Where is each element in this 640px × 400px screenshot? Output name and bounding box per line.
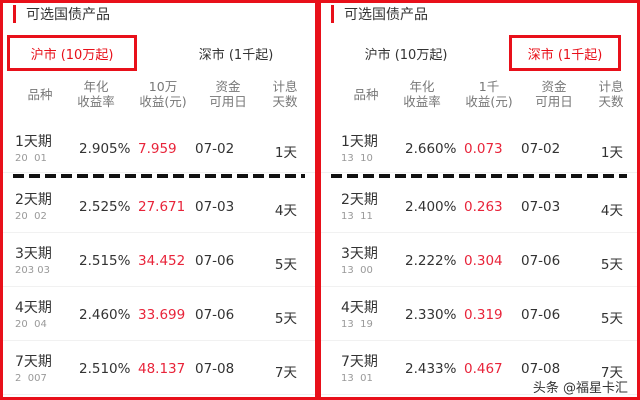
section-title-text: 可选国债产品 bbox=[26, 7, 110, 23]
table-header: 品种 年化 收益率 1千 收益(元) 资金 可用日 计息 天数 bbox=[321, 79, 637, 119]
product-name: 4天期 bbox=[341, 300, 378, 316]
product-name: 2天期 bbox=[341, 192, 378, 208]
product-code: 13 10 bbox=[341, 153, 373, 164]
available-date: 07-06 bbox=[521, 253, 561, 269]
section-title-text: 可选国债产品 bbox=[344, 7, 428, 23]
income: 0.263 bbox=[464, 199, 503, 215]
column-header: 年化 收益率 bbox=[77, 79, 115, 109]
table-row[interactable]: 7天期 2 007 2.510% 48.137 07-08 7天 bbox=[3, 341, 315, 395]
interest-days: 5天 bbox=[274, 257, 297, 273]
shanghai-panel: 可选国债产品沪市 (10万起) 深市 (1千起) 品种 年化 收益率 10万 收益(元)… bbox=[0, 0, 318, 400]
annual-rate: 2.515% bbox=[79, 253, 131, 269]
section-title: 可选国债产品 bbox=[331, 3, 428, 25]
column-header: 品种 bbox=[353, 87, 379, 102]
available-date: 07-08 bbox=[521, 361, 561, 377]
column-header: 资金 可用日 bbox=[209, 79, 247, 109]
product-code: 20 04 bbox=[15, 319, 47, 330]
interest-days: 4天 bbox=[274, 203, 297, 219]
available-date: 07-03 bbox=[521, 199, 561, 215]
product-code: 13 11 bbox=[341, 211, 373, 222]
income: 48.137 bbox=[138, 361, 186, 377]
column-header: 1千 收益(元) bbox=[465, 79, 513, 109]
column-header: 10万 收益(元) bbox=[139, 79, 187, 109]
table-row[interactable]: 2天期 20 02 2.525% 27.671 07-03 4天 bbox=[3, 179, 315, 233]
product-code: 203 03 bbox=[15, 265, 50, 276]
column-header: 年化 收益率 bbox=[403, 79, 441, 109]
table-row[interactable]: 3天期 203 03 2.515% 34.452 07-06 5天 bbox=[3, 233, 315, 287]
tab-shenzhen[interactable]: 深市 (1千起) bbox=[509, 35, 621, 71]
annual-rate: 2.433% bbox=[405, 361, 457, 377]
product-code: 20 01 bbox=[15, 153, 47, 164]
annual-rate: 2.525% bbox=[79, 199, 131, 215]
product-name: 1天期 bbox=[341, 134, 378, 150]
tab-shanghai[interactable]: 沪市 (10万起) bbox=[364, 47, 448, 63]
product-code: 2 007 bbox=[15, 373, 47, 384]
column-header: 计息 天数 bbox=[598, 79, 624, 109]
product-code: 20 02 bbox=[15, 211, 47, 222]
available-date: 07-02 bbox=[195, 141, 235, 157]
interest-days: 7天 bbox=[274, 365, 297, 381]
product-code: 13 01 bbox=[341, 373, 373, 384]
shenzhen-panel: 可选国债产品沪市 (10万起) 深市 (1千起) 品种 年化 收益率 1千 收益(元) 资… bbox=[318, 0, 640, 400]
product-name: 7天期 bbox=[15, 354, 52, 370]
interest-days: 7天 bbox=[600, 365, 623, 381]
income: 34.452 bbox=[138, 253, 186, 269]
tab-shanghai[interactable]: 沪市 (10万起) bbox=[7, 35, 137, 71]
table-row[interactable]: 1天期 13 10 2.660% 0.073 07-02 1天 bbox=[321, 121, 637, 173]
title-accent-bar bbox=[331, 5, 334, 23]
available-date: 07-02 bbox=[521, 141, 561, 157]
income: 0.304 bbox=[464, 253, 503, 269]
interest-days: 1天 bbox=[274, 145, 297, 161]
table-row[interactable]: 3天期 13 00 2.222% 0.304 07-06 5天 bbox=[321, 233, 637, 287]
product-name: 3天期 bbox=[341, 246, 378, 262]
annual-rate: 2.660% bbox=[405, 141, 457, 157]
watermark: 头条 @福星卡汇 bbox=[532, 381, 628, 397]
interest-days: 4天 bbox=[600, 203, 623, 219]
interest-days: 5天 bbox=[274, 311, 297, 327]
available-date: 07-06 bbox=[195, 253, 235, 269]
dashed-separator bbox=[331, 174, 627, 178]
annual-rate: 2.222% bbox=[405, 253, 457, 269]
interest-days: 5天 bbox=[600, 311, 623, 327]
product-name: 1天期 bbox=[15, 134, 52, 150]
table-row[interactable]: 4天期 13 19 2.330% 0.319 07-06 5天 bbox=[321, 287, 637, 341]
annual-rate: 2.460% bbox=[79, 307, 131, 323]
title-accent-bar bbox=[13, 5, 16, 23]
annual-rate: 2.905% bbox=[79, 141, 131, 157]
column-header: 资金 可用日 bbox=[535, 79, 573, 109]
product-name: 4天期 bbox=[15, 300, 52, 316]
column-header: 品种 bbox=[27, 87, 53, 102]
annual-rate: 2.400% bbox=[405, 199, 457, 215]
available-date: 07-06 bbox=[195, 307, 235, 323]
available-date: 07-03 bbox=[195, 199, 235, 215]
table-row[interactable]: 2天期 13 11 2.400% 0.263 07-03 4天 bbox=[321, 179, 637, 233]
section-title: 可选国债产品 bbox=[13, 3, 110, 25]
available-date: 07-06 bbox=[521, 307, 561, 323]
product-name: 3天期 bbox=[15, 246, 52, 262]
available-date: 07-08 bbox=[195, 361, 235, 377]
income: 0.073 bbox=[464, 141, 503, 157]
table-row[interactable]: 1天期 20 01 2.905% 7.959 07-02 1天 bbox=[3, 121, 315, 173]
column-header: 计息 天数 bbox=[272, 79, 298, 109]
annual-rate: 2.510% bbox=[79, 361, 131, 377]
table-row[interactable]: 7天期 13 01 2.433% 0.467 07-08 7天 bbox=[321, 341, 637, 395]
income: 0.467 bbox=[464, 361, 503, 377]
annual-rate: 2.330% bbox=[405, 307, 457, 323]
interest-days: 5天 bbox=[600, 257, 623, 273]
product-code: 13 19 bbox=[341, 319, 373, 330]
table-row[interactable]: 4天期 20 04 2.460% 33.699 07-06 5天 bbox=[3, 287, 315, 341]
income: 0.319 bbox=[464, 307, 503, 323]
tab-shenzhen[interactable]: 深市 (1千起) bbox=[198, 47, 274, 63]
income: 7.959 bbox=[138, 141, 177, 157]
income: 27.671 bbox=[138, 199, 186, 215]
product-name: 7天期 bbox=[341, 354, 378, 370]
table-header: 品种 年化 收益率 10万 收益(元) 资金 可用日 计息 天数 bbox=[3, 79, 315, 119]
product-name: 2天期 bbox=[15, 192, 52, 208]
income: 33.699 bbox=[138, 307, 186, 323]
interest-days: 1天 bbox=[600, 145, 623, 161]
product-code: 13 00 bbox=[341, 265, 373, 276]
dashed-separator bbox=[13, 174, 305, 178]
